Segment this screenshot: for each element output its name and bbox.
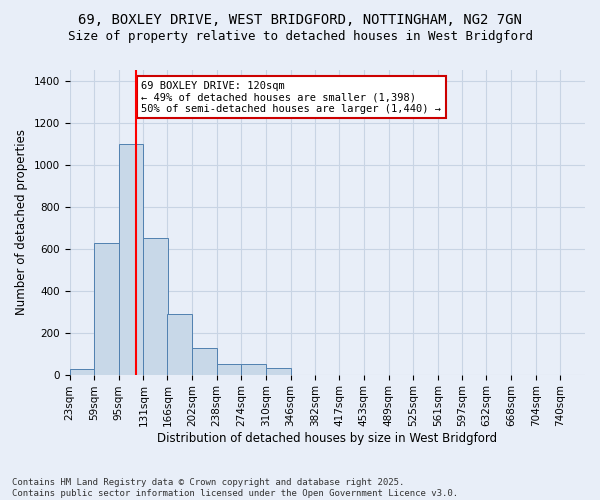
- Bar: [70, 370, 94, 374]
- Text: 69 BOXLEY DRIVE: 120sqm
← 49% of detached houses are smaller (1,398)
50% of semi: 69 BOXLEY DRIVE: 120sqm ← 49% of detache…: [142, 80, 442, 114]
- Bar: [119, 144, 143, 374]
- Bar: [217, 364, 241, 374]
- Bar: [167, 314, 192, 374]
- Text: Size of property relative to detached houses in West Bridgford: Size of property relative to detached ho…: [67, 30, 533, 43]
- Bar: [143, 238, 168, 374]
- Bar: [192, 348, 217, 374]
- Text: 69, BOXLEY DRIVE, WEST BRIDGFORD, NOTTINGHAM, NG2 7GN: 69, BOXLEY DRIVE, WEST BRIDGFORD, NOTTIN…: [78, 12, 522, 26]
- X-axis label: Distribution of detached houses by size in West Bridgford: Distribution of detached houses by size …: [157, 432, 497, 445]
- Y-axis label: Number of detached properties: Number of detached properties: [15, 130, 28, 316]
- Bar: [94, 244, 119, 374]
- Text: Contains HM Land Registry data © Crown copyright and database right 2025.
Contai: Contains HM Land Registry data © Crown c…: [12, 478, 458, 498]
- Bar: [266, 368, 290, 374]
- Bar: [241, 364, 266, 374]
